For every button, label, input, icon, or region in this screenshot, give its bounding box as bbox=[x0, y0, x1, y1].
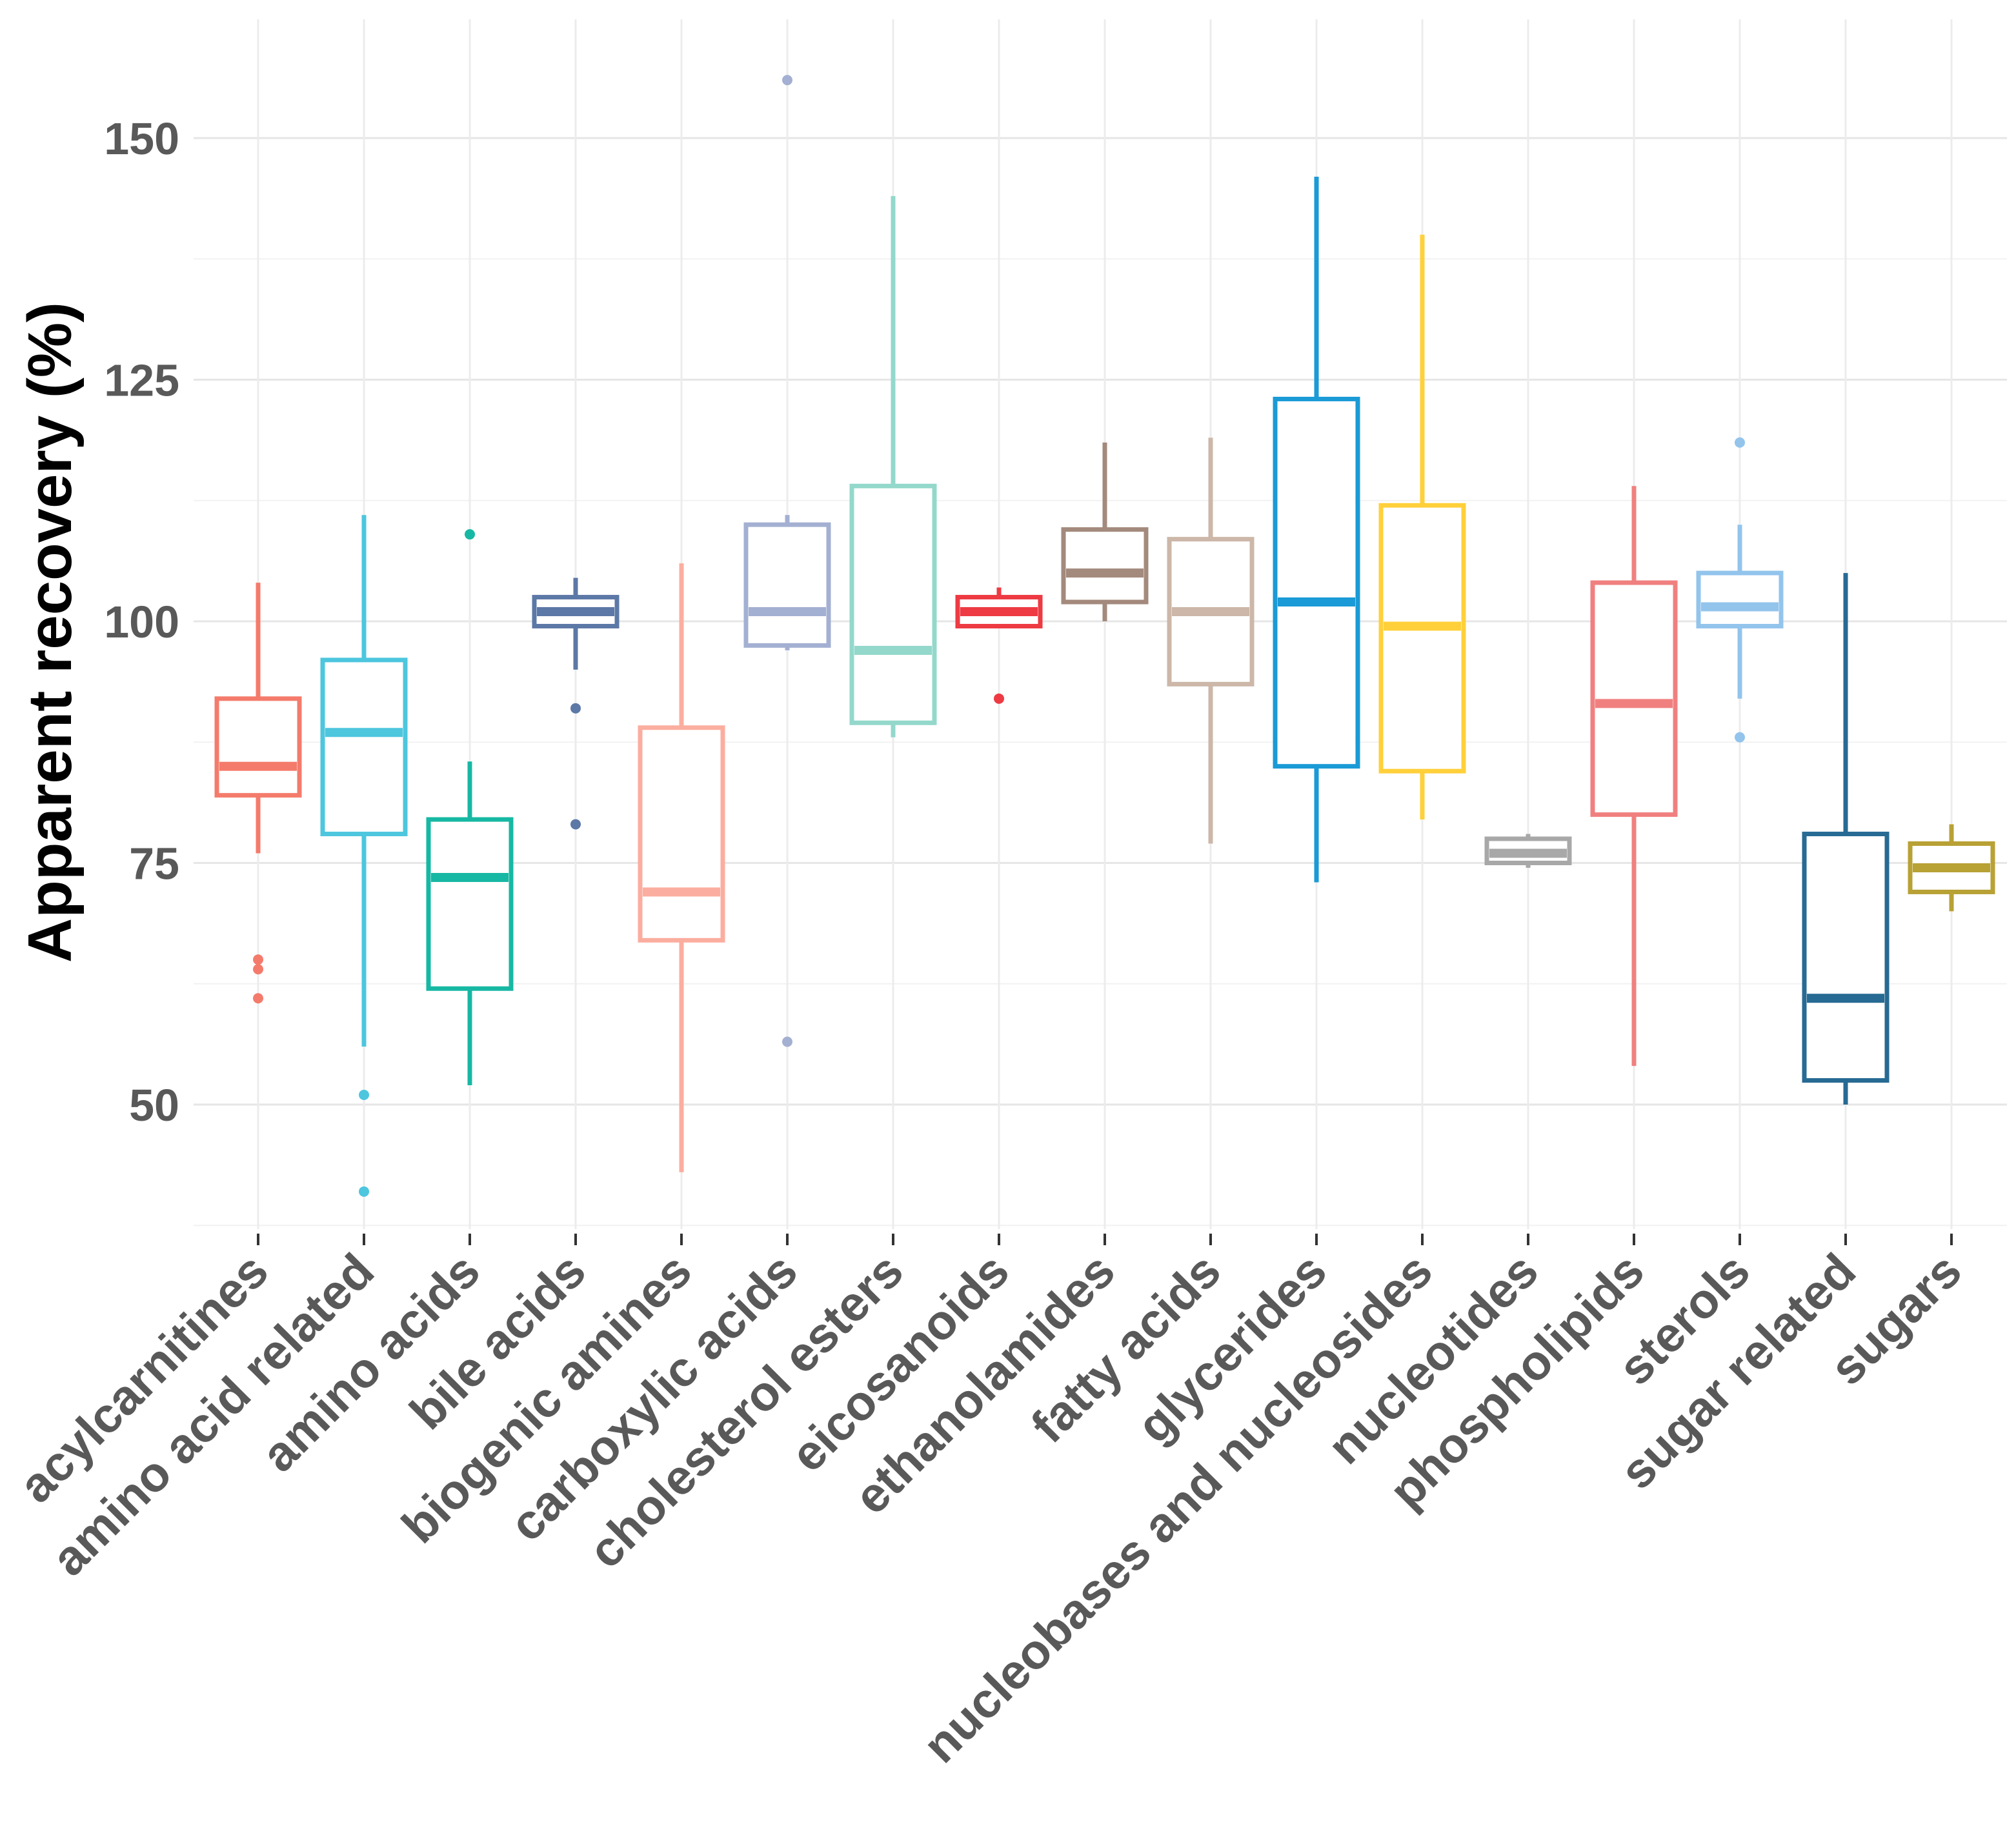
box-iqr bbox=[849, 483, 937, 725]
box-iqr bbox=[214, 696, 302, 798]
y-tick-label: 125 bbox=[104, 356, 179, 406]
box-iqr bbox=[743, 522, 831, 648]
box-amino-acid-related bbox=[320, 515, 408, 1197]
outlier-point bbox=[359, 1186, 369, 1197]
outlier-point bbox=[253, 993, 263, 1004]
box-iqr bbox=[1802, 832, 1890, 1083]
y-axis-label: Apparent recovery (%) bbox=[15, 302, 85, 963]
outlier-point bbox=[253, 954, 263, 965]
box-carboxylic-acids bbox=[743, 75, 831, 1047]
outlier-point bbox=[253, 964, 263, 975]
outlier-point bbox=[570, 819, 581, 830]
box-cholesterol-esters bbox=[849, 195, 937, 737]
y-tick-label: 100 bbox=[104, 597, 179, 647]
box-iqr bbox=[1061, 527, 1149, 605]
box-iqr bbox=[1378, 503, 1466, 774]
box-sugar-related bbox=[1802, 573, 1890, 1105]
y-tick-label: 50 bbox=[129, 1080, 179, 1130]
box-sugars bbox=[1908, 824, 1995, 912]
box-ethanolamides bbox=[1061, 442, 1149, 621]
box-nucleotides bbox=[1484, 834, 1572, 868]
box-series bbox=[214, 75, 1995, 1197]
box-eicosanoids bbox=[955, 587, 1043, 704]
box-phospholipids bbox=[1590, 486, 1678, 1067]
y-tick-label: 75 bbox=[129, 839, 179, 889]
box-iqr bbox=[426, 817, 514, 991]
outlier-point bbox=[570, 703, 581, 714]
box-amino-acids bbox=[426, 529, 514, 1086]
box-sterols bbox=[1696, 437, 1784, 743]
box-fatty-acids bbox=[1167, 437, 1255, 844]
y-tick-label: 150 bbox=[104, 114, 179, 164]
outlier-point bbox=[782, 75, 792, 86]
box-glycerides bbox=[1273, 176, 1360, 883]
box-iqr bbox=[638, 725, 725, 943]
box-acylcarnitines bbox=[214, 583, 302, 1004]
outlier-point bbox=[465, 529, 475, 540]
box-nucleobases-and-nucleosides bbox=[1378, 234, 1466, 820]
box-iqr bbox=[1696, 570, 1784, 628]
outlier-point bbox=[782, 1036, 792, 1047]
outlier-point bbox=[994, 693, 1004, 704]
outlier-point bbox=[1735, 437, 1745, 448]
box-iqr bbox=[320, 657, 408, 837]
box-iqr bbox=[1273, 396, 1360, 769]
outlier-point bbox=[1735, 732, 1745, 743]
box-iqr bbox=[1590, 580, 1678, 817]
box-bile-acids bbox=[532, 577, 620, 830]
outlier-point bbox=[359, 1090, 369, 1101]
box-biogenic-amines bbox=[638, 563, 725, 1172]
y-axis: 50 75 100 125 150 bbox=[104, 114, 179, 1130]
